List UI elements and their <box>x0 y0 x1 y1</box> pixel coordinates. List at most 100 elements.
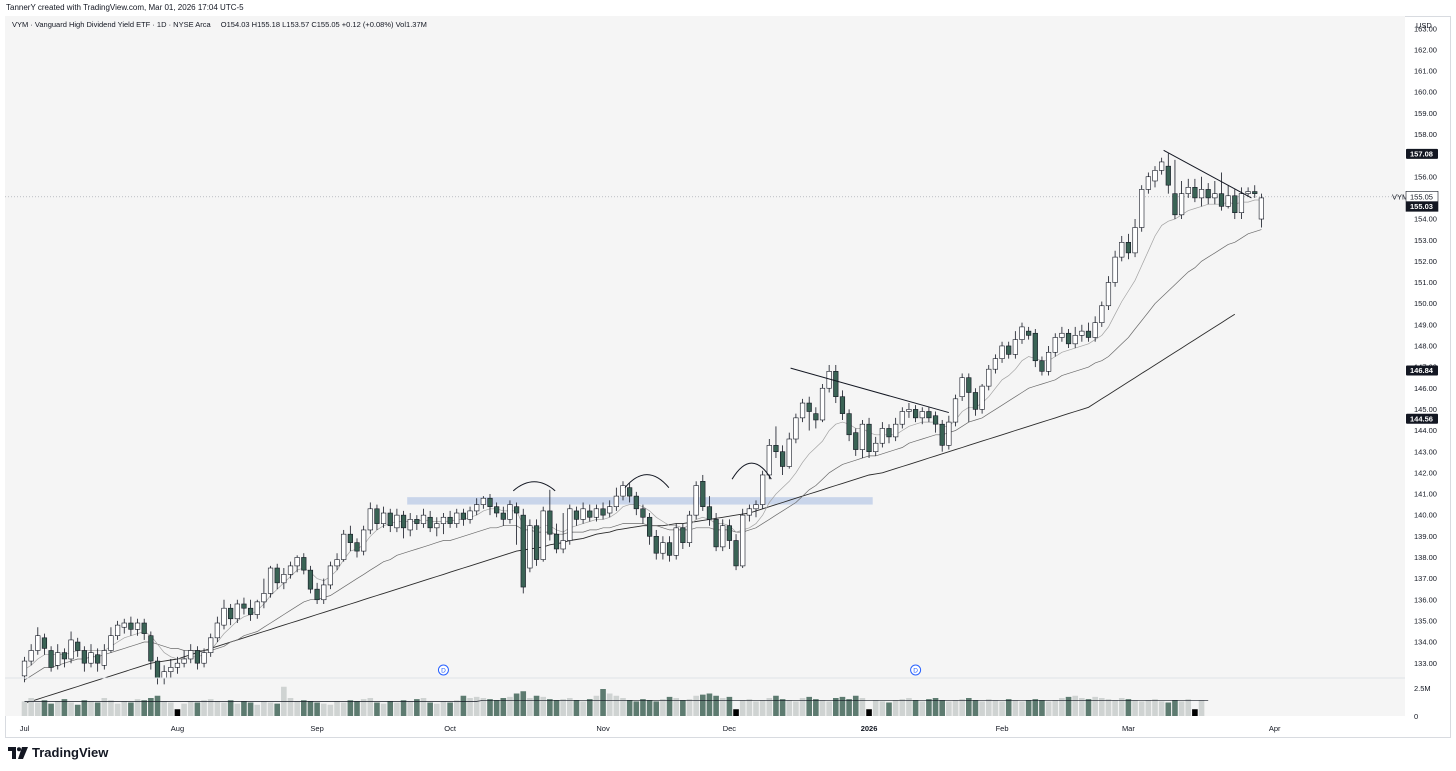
volume-bar <box>94 702 101 716</box>
volume-bar <box>134 699 141 716</box>
volume-moving-average-line <box>24 699 1209 702</box>
volume-bar <box>174 709 181 716</box>
volume-bar <box>187 701 194 716</box>
volume-bar <box>806 696 812 716</box>
volume-bar <box>926 699 932 716</box>
dividend-marker-label: D <box>913 668 918 675</box>
volume-bar <box>939 700 945 716</box>
tradingview-brand[interactable]: TradingView <box>8 745 108 760</box>
candle-body <box>986 368 992 387</box>
candle-body <box>174 662 181 668</box>
price-axis-tick: 154.00 <box>1414 215 1437 224</box>
candle-body <box>41 637 48 649</box>
candle-body <box>806 402 812 412</box>
candle-body <box>939 423 945 446</box>
volume-bar <box>520 691 527 716</box>
candle-body <box>301 557 307 571</box>
plot-area[interactable] <box>5 16 1405 716</box>
volume-bar <box>241 701 247 716</box>
time-axis-tick: Feb <box>996 724 1009 733</box>
volume-bar <box>1105 699 1112 716</box>
candle-body <box>1238 193 1245 213</box>
candle-body <box>873 442 879 452</box>
currency-label[interactable]: USD <box>1416 21 1432 30</box>
candle-body <box>420 514 427 524</box>
volume-bar <box>354 701 360 716</box>
volume-bar <box>833 698 839 716</box>
candle-body <box>287 565 294 575</box>
price-axis-tick: 135.00 <box>1414 616 1437 625</box>
volume-bar <box>141 700 147 716</box>
volume-bar <box>560 699 566 716</box>
candle-body <box>1139 189 1145 228</box>
volume-bar <box>154 695 161 716</box>
candle-body <box>374 508 380 524</box>
volume-bar <box>334 701 340 716</box>
volume-bar <box>88 701 94 716</box>
volume-bar <box>533 695 540 716</box>
volume-bar <box>21 701 28 716</box>
candle-body <box>507 504 513 520</box>
price-axis-tick: 134.00 <box>1414 638 1437 647</box>
volume-bar <box>527 698 533 716</box>
candle-body <box>500 512 506 520</box>
candle-body <box>520 514 526 588</box>
volume-bar <box>979 701 985 716</box>
volume-bar <box>101 698 108 716</box>
candle-body <box>573 510 580 520</box>
volume-bar <box>1012 700 1019 716</box>
candle-body <box>108 635 114 651</box>
candle-body <box>248 607 254 615</box>
candle-body <box>414 519 420 524</box>
candle-body <box>1205 189 1211 199</box>
candle-body <box>600 508 606 516</box>
price-axis-tick: 149.00 <box>1414 320 1437 329</box>
time-axis-tick: Nov <box>596 724 610 733</box>
volume-bar <box>1192 709 1198 716</box>
candle-body <box>61 652 67 660</box>
candle-body <box>281 574 287 584</box>
volume-bar <box>886 702 892 716</box>
candle-body <box>400 514 407 529</box>
volume-bar <box>1019 701 1025 716</box>
volume-bar <box>759 700 766 716</box>
volume-bar <box>640 699 646 716</box>
candle-body <box>733 540 739 567</box>
candle-body <box>341 533 347 560</box>
drawings-layer <box>512 149 1252 492</box>
volume-bar <box>540 696 546 716</box>
legend-change: +0.12 (+0.08%) <box>341 20 394 29</box>
volume-bar <box>1125 699 1132 716</box>
candle-body <box>773 445 779 452</box>
resistance-zone-layer <box>407 497 873 505</box>
candle-body <box>839 396 846 414</box>
volume-bar <box>733 709 739 716</box>
candle-body <box>686 514 693 543</box>
tradingview-wordmark: TradingView <box>32 745 109 760</box>
time-axis-tick: Mar <box>1122 724 1135 733</box>
volume-bar <box>813 699 819 716</box>
time-axis-tick: 2026 <box>861 724 878 733</box>
volume-bar <box>81 700 88 716</box>
volume-bar <box>254 704 261 716</box>
candle-body <box>221 607 227 626</box>
candle-body <box>1112 256 1118 283</box>
volume-axis-tick: 2.5M <box>1414 684 1431 693</box>
symbol-legend[interactable]: VYM · Vanguard High Dividend Yield ETF ·… <box>12 20 427 29</box>
volume-bar <box>660 699 666 716</box>
candle-body <box>553 533 560 550</box>
price-axis-tick: 139.00 <box>1414 532 1437 541</box>
candle-body <box>859 423 865 450</box>
volume-bar <box>214 701 221 716</box>
time-axis-tick: Oct <box>444 724 457 733</box>
candle-body <box>713 519 719 548</box>
volume-bar <box>666 696 673 716</box>
candle-body <box>181 658 187 664</box>
candle-body <box>813 413 819 421</box>
candle-body <box>1085 330 1092 338</box>
candle-body <box>1232 195 1238 213</box>
candle-body <box>367 508 373 531</box>
volume-bar <box>693 695 699 716</box>
price-axis-tick: 159.00 <box>1414 109 1437 118</box>
